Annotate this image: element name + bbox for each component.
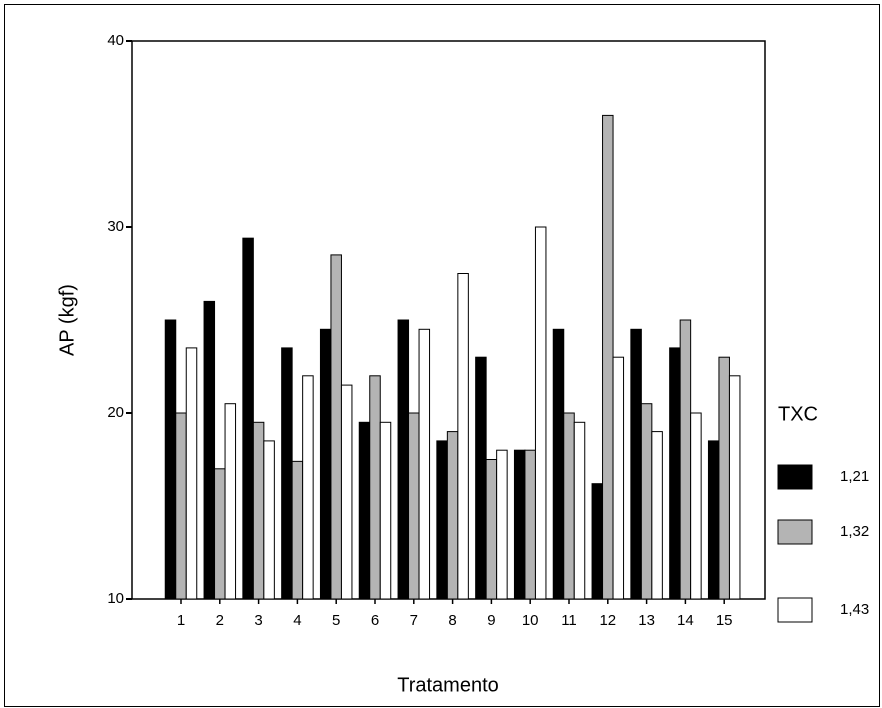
- x-tick-label: 6: [371, 612, 379, 629]
- bar: [281, 347, 293, 600]
- y-tick-label: 20: [107, 404, 124, 421]
- x-tick-label: 8: [448, 612, 456, 629]
- bar: [496, 449, 508, 600]
- x-tick-label: 3: [254, 612, 262, 629]
- bar: [669, 347, 681, 600]
- bar: [369, 375, 381, 600]
- bar: [214, 468, 226, 600]
- bar: [291, 460, 304, 600]
- y-axis-title: AP (kgf): [56, 284, 78, 356]
- bar: [224, 403, 237, 600]
- bar: [573, 421, 586, 600]
- x-tick-label: 4: [293, 612, 301, 629]
- legend-swatch: [777, 597, 813, 623]
- x-tick-label: 15: [716, 612, 733, 629]
- bar: [513, 449, 526, 600]
- bar: [534, 226, 547, 600]
- bar: [630, 328, 642, 600]
- bar: [552, 328, 565, 600]
- bar: [185, 347, 198, 600]
- y-tick-label: 30: [107, 218, 124, 235]
- frame: [4, 4, 880, 707]
- bar: [263, 440, 275, 600]
- x-tick-label: 7: [410, 612, 418, 629]
- bar: [175, 412, 187, 600]
- bar: [436, 440, 448, 600]
- bar: [475, 356, 487, 600]
- bar: [358, 421, 371, 600]
- bar: [302, 375, 314, 600]
- bar: [379, 421, 392, 600]
- bar: [640, 403, 653, 600]
- x-tick-label: 13: [638, 612, 655, 629]
- x-tick-label: 2: [216, 612, 224, 629]
- bar: [651, 431, 663, 600]
- x-tick-label: 12: [599, 612, 616, 629]
- y-tick-label: 40: [107, 32, 124, 49]
- x-tick-label: 9: [487, 612, 495, 629]
- bar: [485, 459, 498, 600]
- bar: [418, 328, 431, 600]
- bar: [602, 114, 614, 600]
- bar: [524, 449, 536, 600]
- x-tick-label: 11: [561, 612, 577, 629]
- bar: [679, 319, 692, 600]
- legend-label: 1,32: [840, 523, 869, 540]
- bar: [563, 412, 575, 600]
- legend-title: TXC: [778, 403, 818, 425]
- x-tick-label: 5: [332, 612, 340, 629]
- bar: [612, 356, 625, 600]
- bar: [164, 319, 177, 600]
- bar: [242, 237, 254, 600]
- bar: [340, 384, 353, 600]
- bar: [203, 300, 216, 600]
- x-tick-label: 10: [522, 612, 539, 629]
- bar: [707, 440, 720, 600]
- x-tick-label: 14: [677, 612, 694, 629]
- bar: [319, 328, 332, 600]
- x-tick-label: 1: [177, 612, 185, 629]
- bar: [252, 421, 265, 600]
- legend-swatch: [777, 464, 813, 490]
- bar: [718, 356, 730, 600]
- bar: [591, 483, 604, 600]
- y-tick-label: 10: [107, 590, 124, 607]
- bar: [690, 412, 702, 600]
- legend-label: 1,43: [840, 601, 869, 618]
- legend-label: 1,21: [840, 468, 869, 485]
- legend-swatch: [777, 519, 813, 545]
- bar: [446, 431, 459, 600]
- x-axis-title: Tratamento: [397, 674, 499, 696]
- bar: [728, 375, 741, 600]
- bar: [330, 254, 342, 600]
- bar: [457, 273, 469, 600]
- bar: [408, 412, 420, 600]
- bar: [397, 319, 410, 600]
